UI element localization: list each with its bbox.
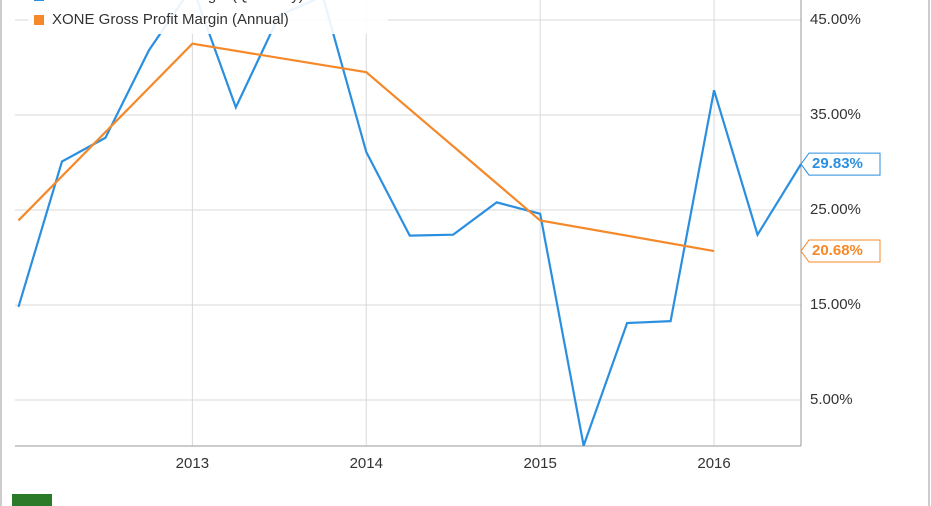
- legend-swatch: [34, 0, 44, 1]
- legend-box: [28, 0, 388, 34]
- y-tick-label: 25.00%: [810, 201, 861, 218]
- x-tick-label: 2015: [523, 455, 556, 472]
- y-tick-label: 35.00%: [810, 106, 861, 123]
- plot-lines: [17, 0, 801, 446]
- legend-label: XONE Gross Profit Margin (Quarterly): [52, 0, 304, 4]
- x-tick-label: 2016: [697, 455, 730, 472]
- series-line: [17, 0, 801, 446]
- value-label: 20.68%: [812, 242, 863, 259]
- legend-label: XONE Gross Profit Margin (Annual): [52, 11, 289, 28]
- series-line: [17, 42, 715, 253]
- x-tick-label: 2013: [176, 455, 209, 472]
- y-tick-label: 45.00%: [810, 11, 861, 28]
- logo: [12, 494, 52, 506]
- value-label-box: [800, 152, 881, 176]
- legend-swatch: [34, 15, 44, 25]
- plot-area: [15, 0, 801, 446]
- value-label-box: [800, 239, 881, 263]
- value-label: 29.83%: [812, 155, 863, 172]
- y-tick-label: 15.00%: [810, 296, 861, 313]
- y-tick-label: 5.00%: [810, 391, 853, 408]
- x-tick-label: 2014: [350, 455, 383, 472]
